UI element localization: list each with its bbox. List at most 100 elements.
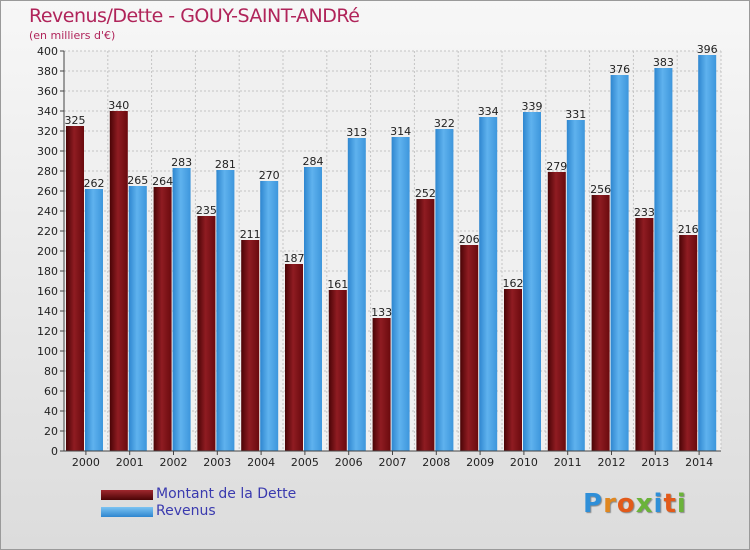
data-label-revenus: 281	[215, 158, 236, 171]
x-tick-label: 2001	[116, 456, 144, 469]
data-label-revenus: 313	[346, 126, 367, 139]
data-label-dette: 279	[546, 160, 567, 173]
data-label-dette: 187	[284, 252, 305, 265]
bar-dette	[635, 218, 654, 451]
legend-swatch-dette	[101, 490, 153, 500]
data-label-dette: 252	[415, 187, 436, 200]
x-tick-label: 2004	[247, 456, 275, 469]
data-label-revenus: 383	[653, 56, 674, 69]
x-tick-label: 2013	[641, 456, 669, 469]
y-tick-label: 60	[44, 385, 58, 398]
x-tick-label: 2005	[291, 456, 319, 469]
bar-revenus	[698, 55, 717, 451]
bar-dette	[241, 240, 260, 451]
x-tick-label: 2007	[379, 456, 407, 469]
bar-revenus	[435, 129, 454, 451]
data-label-dette: 325	[65, 114, 86, 127]
logo-letter: i	[653, 489, 664, 519]
legend-label-dette: Montant de la Dette	[156, 486, 297, 502]
y-tick-label: 200	[37, 245, 58, 258]
bar-revenus	[85, 189, 103, 451]
data-label-revenus: 283	[171, 156, 192, 169]
logo-letter: t	[663, 489, 677, 519]
y-tick-label: 320	[37, 125, 58, 138]
bar-revenus	[479, 117, 498, 451]
chart-subtitle: (en milliers d'€)	[29, 29, 116, 42]
bar-revenus	[260, 181, 279, 451]
logo-letter: r	[603, 489, 617, 519]
y-tick-label: 80	[44, 365, 58, 378]
y-tick-label: 280	[37, 165, 58, 178]
legend-label-revenus: Revenus	[156, 503, 216, 519]
data-label-dette: 161	[327, 278, 348, 291]
bar-dette	[504, 289, 522, 451]
logo-letter: P	[583, 489, 604, 519]
bar-revenus	[128, 186, 147, 451]
data-label-revenus: 334	[478, 105, 499, 118]
bar-revenus	[654, 68, 673, 451]
y-tick-label: 260	[37, 185, 58, 198]
bar-dette	[679, 235, 698, 451]
x-tick-label: 2000	[72, 456, 100, 469]
x-tick-label: 2014	[685, 456, 713, 469]
data-label-dette: 264	[152, 175, 173, 188]
data-label-revenus: 396	[697, 43, 718, 56]
bar-revenus	[347, 138, 366, 451]
y-tick-label: 20	[44, 425, 58, 438]
y-tick-label: 100	[37, 345, 58, 358]
y-tick-label: 340	[37, 105, 58, 118]
bar-revenus	[566, 120, 585, 451]
data-label-dette: 233	[634, 206, 655, 219]
y-tick-label: 120	[37, 325, 58, 338]
x-tick-label: 2003	[203, 456, 231, 469]
y-tick-label: 380	[37, 65, 58, 78]
bar-dette	[460, 245, 479, 451]
x-tick-label: 2002	[160, 456, 188, 469]
bar-dette	[285, 264, 303, 451]
bar-revenus	[610, 75, 629, 451]
bar-dette	[153, 187, 172, 451]
y-tick-label: 400	[37, 45, 58, 58]
data-label-dette: 206	[459, 233, 480, 246]
y-tick-label: 300	[37, 145, 58, 158]
bar-dette	[328, 290, 347, 451]
y-tick-label: 160	[37, 285, 58, 298]
data-label-revenus: 270	[259, 169, 280, 182]
data-label-revenus: 322	[434, 117, 455, 130]
x-tick-label: 2010	[510, 456, 538, 469]
x-tick-label: 2012	[598, 456, 626, 469]
bar-dette	[591, 195, 610, 451]
logo-letter: x	[635, 489, 654, 519]
data-label-revenus: 339	[522, 100, 543, 113]
logo-letter: o	[616, 489, 636, 519]
bar-dette	[372, 318, 391, 451]
bar-revenus	[172, 168, 191, 451]
x-tick-label: 2009	[466, 456, 494, 469]
bar-dette	[109, 111, 128, 451]
data-label-revenus: 331	[565, 108, 586, 121]
proxiti-logo: Proxiti	[583, 489, 687, 519]
data-label-dette: 256	[590, 183, 611, 196]
chart-title: Revenus/Dette - GOUY-SAINT-ANDRé	[29, 5, 360, 27]
data-label-dette: 162	[503, 277, 524, 290]
data-label-dette: 133	[371, 306, 392, 319]
y-tick-label: 40	[44, 405, 58, 418]
y-tick-label: 140	[37, 305, 58, 318]
bar-dette	[197, 216, 216, 451]
bar-revenus	[523, 112, 541, 451]
bar-revenus	[304, 167, 322, 451]
data-label-revenus: 284	[303, 155, 324, 168]
bar-revenus	[216, 170, 235, 451]
y-tick-label: 360	[37, 85, 58, 98]
x-tick-label: 2011	[554, 456, 582, 469]
data-label-dette: 211	[240, 228, 261, 241]
legend-swatch-revenus	[101, 507, 153, 517]
x-tick-label: 2008	[422, 456, 450, 469]
logo-letter: i	[676, 489, 687, 519]
data-label-revenus: 376	[609, 63, 630, 76]
bar-dette	[416, 199, 435, 451]
data-label-revenus: 262	[84, 177, 105, 190]
x-tick-label: 2006	[335, 456, 363, 469]
data-label-dette: 216	[678, 223, 699, 236]
